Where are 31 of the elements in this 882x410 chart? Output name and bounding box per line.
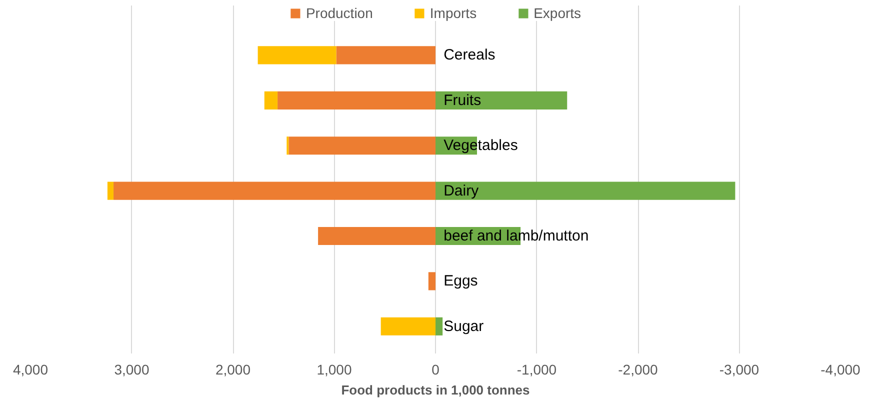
bar [278, 91, 436, 110]
bar [114, 182, 436, 200]
bar [436, 317, 443, 336]
bar [380, 317, 436, 336]
bar [336, 46, 436, 64]
legend-label: Exports [534, 5, 582, 21]
bar [288, 136, 436, 155]
bar [436, 182, 736, 200]
legend-label: Production [306, 5, 373, 21]
y-tick-label: Fruits [444, 92, 482, 109]
y-tick-label: Dairy [444, 182, 480, 200]
x-tick-label: 1,000 [316, 362, 352, 378]
x-tick-label: 2,000 [215, 362, 251, 378]
legend-label: Imports [430, 5, 477, 21]
y-tick-label: Eggs [444, 272, 478, 290]
y-tick-label: Sugar [444, 318, 484, 335]
x-tick-label: -4,000 [820, 362, 861, 378]
x-tick-label: 3,000 [114, 362, 150, 378]
x-tick-label: 4,000 [12, 362, 48, 378]
x-axis-title: Food products in 1,000 tonnes [341, 382, 530, 398]
bar [428, 272, 436, 290]
bar [264, 91, 278, 110]
bar [258, 46, 336, 64]
x-tick-label: -1,000 [516, 362, 557, 378]
x-tick-label: -2,000 [618, 362, 658, 378]
bar [107, 182, 114, 200]
bar [318, 226, 436, 246]
bar [436, 91, 568, 110]
x-tick-label: 0 [432, 362, 440, 378]
y-tick-label: Cereals [444, 46, 496, 64]
x-tick-label: -3,000 [719, 362, 760, 378]
